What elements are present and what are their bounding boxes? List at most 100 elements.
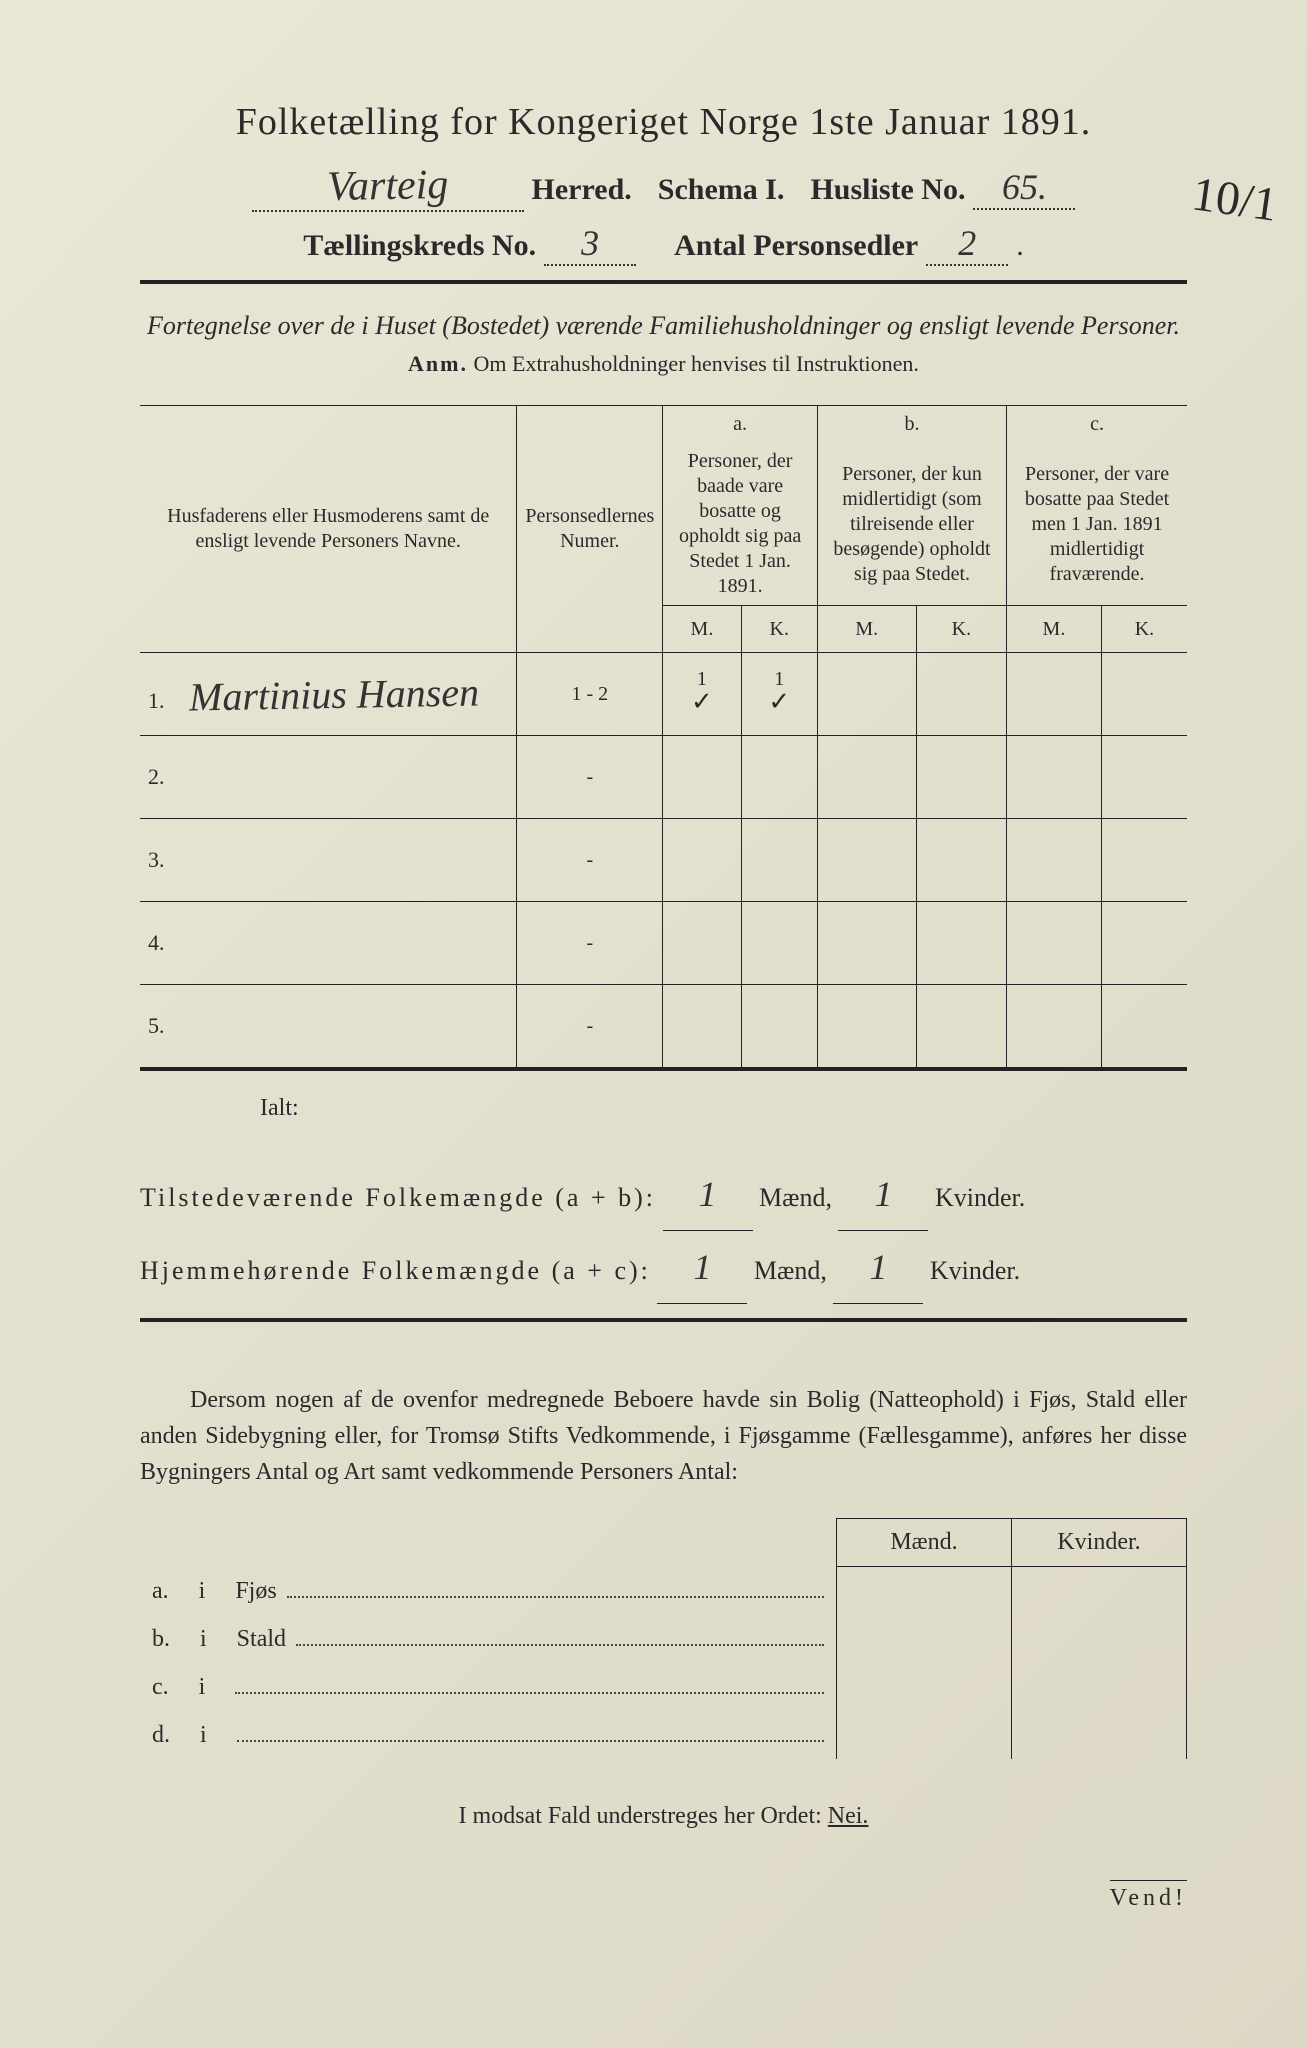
cell-aM (663, 736, 741, 819)
cell-cM (1007, 819, 1102, 902)
header-row-1: Varteig Herred. Schema I. Husliste No. 6… (140, 162, 1187, 212)
cell-bK (916, 736, 1006, 819)
bygn-m (837, 1663, 1012, 1711)
nei-text: I modsat Fald understreges her Ordet: (459, 1803, 822, 1829)
cell-num: - (517, 985, 663, 1068)
bygn-label: a. i Fjøs (140, 1567, 837, 1615)
husliste-field: 65. (973, 166, 1075, 210)
page-title: Folketælling for Kongeriget Norge 1ste J… (140, 100, 1187, 144)
row-num: 4. (148, 930, 184, 956)
bygn-i: i (199, 1578, 206, 1605)
bygn-k (1012, 1567, 1187, 1615)
bygn-row: d. i (140, 1711, 1187, 1759)
col-num-head: Personsedlernes Numer. (517, 406, 663, 653)
tick-m-icon: ✓ (691, 687, 713, 716)
rule-2 (140, 1067, 1187, 1071)
cell-cK (1101, 736, 1187, 819)
header-row-2: Tællingskreds No. 3 Antal Personsedler 2… (140, 222, 1187, 266)
bygn-m (837, 1615, 1012, 1663)
cell-bK (916, 902, 1006, 985)
bygn-key: a. (152, 1578, 169, 1605)
bygn-k (1012, 1663, 1187, 1711)
c-k: K. (1101, 606, 1187, 653)
cell-cK (1101, 985, 1187, 1068)
t1m-val: 1 (699, 1174, 717, 1214)
antal-field: 2 (926, 222, 1008, 266)
bygn-text: Fjøs (235, 1578, 276, 1605)
antal-value: 2 (958, 223, 976, 263)
hjemme-label: Hjemmehørende Folkemængde (a + c): (140, 1256, 651, 1285)
bygn-maend-head: Mænd. (837, 1519, 1012, 1567)
col-a-letter: a. (663, 406, 818, 444)
cell-num: - (517, 902, 663, 985)
tick-k-icon: ✓ (768, 687, 790, 716)
maend-label: Mænd, (754, 1256, 827, 1285)
ialt-label: Ialt: (260, 1095, 1187, 1122)
husliste-label: Husliste No. (810, 173, 965, 207)
col-c-head: Personer, der vare bosatte paa Stedet me… (1007, 443, 1187, 606)
main-table: Husfaderens eller Husmoderens samt de en… (140, 405, 1187, 1067)
rule-3 (140, 1318, 1187, 1322)
cell-name: 4. (140, 902, 517, 985)
bygn-label: c. i (140, 1663, 837, 1711)
table-row: 2. - (140, 736, 1187, 819)
cell-aM: 1 ✓ (663, 653, 741, 736)
t1k-field: 1 (838, 1158, 928, 1231)
cell-num: - (517, 736, 663, 819)
totals-block: Tilstedeværende Folkemængde (a + b): 1 M… (140, 1158, 1187, 1304)
bygn-kvinder-head: Kvinder. (1012, 1519, 1187, 1567)
bygn-label: d. i (140, 1711, 837, 1759)
cell-cK (1101, 653, 1187, 736)
bygn-spacer (140, 1519, 837, 1567)
bygn-i: i (200, 1722, 207, 1749)
table-head-row-1: Husfaderens eller Husmoderens samt de en… (140, 406, 1187, 444)
kvinder-label: Kvinder. (935, 1183, 1025, 1212)
cell-aM (663, 819, 741, 902)
dots-icon (235, 1673, 824, 1694)
bygn-row: a. i Fjøs (140, 1567, 1187, 1615)
t2k-val: 1 (869, 1247, 887, 1287)
nei-word: Nei. (828, 1803, 869, 1829)
kvinder-label: Kvinder. (930, 1256, 1020, 1285)
cell-bM (817, 736, 916, 819)
cell-cK (1101, 902, 1187, 985)
herred-value: Varteig (326, 161, 448, 211)
t2m-val: 1 (693, 1247, 711, 1287)
row-num: 5. (148, 1013, 184, 1039)
bygn-table: Mænd. Kvinder. a. i Fjøs b. i Stald (140, 1518, 1187, 1759)
bygn-row: b. i Stald (140, 1615, 1187, 1663)
t1m-field: 1 (663, 1158, 753, 1231)
bygn-k (1012, 1615, 1187, 1663)
cell-aK (741, 819, 817, 902)
cell-name: 5. (140, 985, 517, 1068)
table-row: 4. - (140, 902, 1187, 985)
cell-bK (916, 819, 1006, 902)
anm-prefix: Anm. (408, 351, 468, 376)
bygn-key: c. (152, 1674, 169, 1701)
bygn-m (837, 1567, 1012, 1615)
nei-line: I modsat Fald understreges her Ordet: Ne… (140, 1803, 1187, 1830)
anm-line: Anm. Om Extrahusholdninger henvises til … (140, 351, 1187, 377)
antal-label: Antal Personsedler (674, 229, 918, 263)
cell-cM (1007, 653, 1102, 736)
dots-icon (287, 1577, 824, 1598)
cell-num: 1 - 2 (517, 653, 663, 736)
t2k-field: 1 (833, 1231, 923, 1304)
cell-bM (817, 902, 916, 985)
cell-aK (741, 902, 817, 985)
tilstede-label: Tilstedeværende Folkemængde (a + b): (140, 1183, 656, 1212)
col-b-letter: b. (817, 406, 1006, 444)
col-name-head: Husfaderens eller Husmoderens samt de en… (140, 406, 517, 653)
bygn-label: b. i Stald (140, 1615, 837, 1663)
t1k-val: 1 (874, 1174, 892, 1214)
bygn-k (1012, 1711, 1187, 1759)
cell-name: 2. (140, 736, 517, 819)
cell-name: 3. (140, 819, 517, 902)
cell-cM (1007, 985, 1102, 1068)
col-a-head: Personer, der baade vare bosatte og opho… (663, 443, 818, 606)
table-row: 1. Martinius Hansen 1 - 2 1 ✓ 1 ✓ (140, 653, 1187, 736)
b-k: K. (916, 606, 1006, 653)
t2m-field: 1 (657, 1231, 747, 1304)
c-m: M. (1007, 606, 1102, 653)
margin-note: 10/1 (1188, 166, 1280, 232)
